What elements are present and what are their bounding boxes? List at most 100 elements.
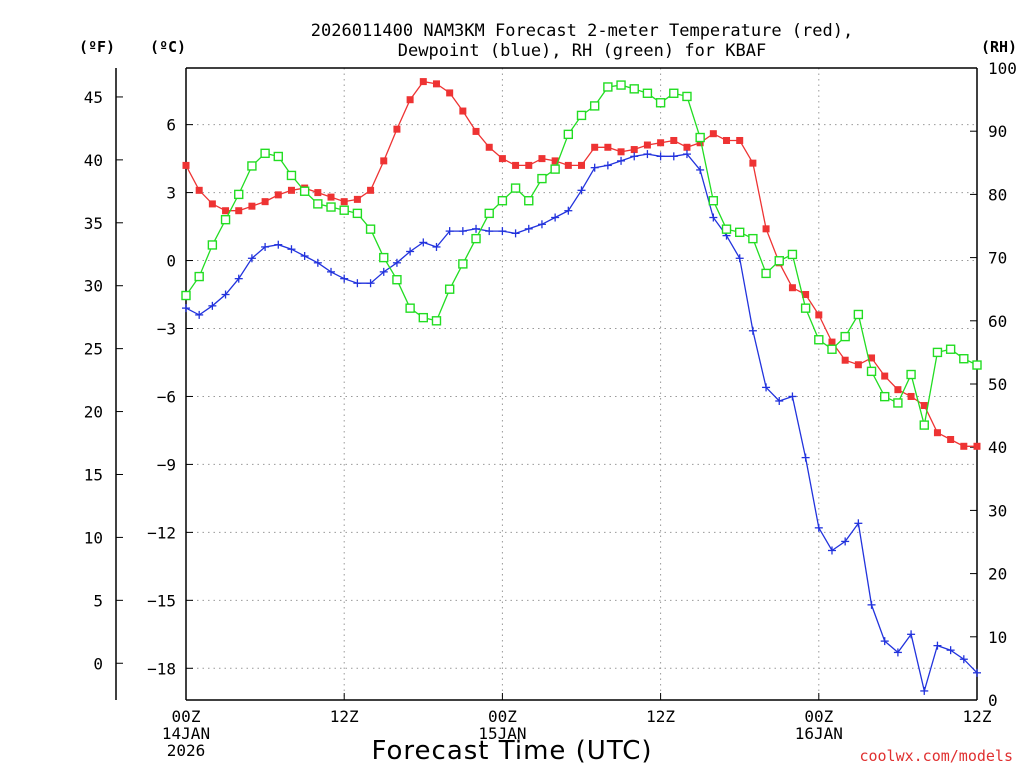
- data-point: [194, 271, 204, 282]
- data-point: [248, 202, 256, 210]
- data-point: [445, 227, 454, 236]
- data-point: [182, 161, 190, 169]
- data-point: [392, 275, 402, 285]
- data-point: [208, 301, 217, 310]
- data-point: [340, 198, 348, 206]
- rh-tick-label: 10: [988, 628, 1007, 647]
- data-point: [788, 392, 797, 401]
- rh-tick-label: 20: [988, 565, 1007, 584]
- celsius-tick-label: −3: [157, 320, 176, 339]
- data-point: [629, 84, 639, 94]
- data-point: [287, 186, 295, 194]
- data-point: [933, 429, 941, 437]
- celsius-tick-label: −18: [147, 659, 176, 678]
- data-point: [630, 146, 638, 154]
- data-point: [512, 161, 520, 169]
- data-point: [352, 208, 363, 219]
- data-point: [683, 143, 691, 151]
- data-point: [657, 139, 665, 147]
- data-point: [497, 196, 508, 206]
- x-tick-label: 16JAN: [795, 724, 843, 743]
- data-point: [367, 186, 375, 194]
- data-point: [326, 202, 336, 212]
- data-point: [840, 331, 850, 342]
- series-open-square: [181, 80, 982, 430]
- data-point: [854, 519, 863, 528]
- data-point: [260, 148, 270, 159]
- data-point: [511, 229, 520, 238]
- data-point: [431, 316, 442, 326]
- series-line: [185, 153, 978, 694]
- data-point: [432, 242, 441, 251]
- data-point: [920, 402, 928, 410]
- data-point: [841, 356, 849, 364]
- x-tick-label: 00Z: [804, 707, 833, 726]
- data-point: [261, 198, 269, 206]
- data-point: [762, 225, 770, 233]
- data-point: [537, 220, 546, 229]
- gridlines: [186, 68, 977, 700]
- data-point: [749, 159, 757, 167]
- data-point: [787, 249, 798, 260]
- data-point: [339, 205, 349, 215]
- data-point: [498, 227, 507, 236]
- data-point: [827, 344, 837, 354]
- data-point: [947, 435, 955, 443]
- data-point: [656, 152, 665, 161]
- credit-link[interactable]: coolwx.com/models: [859, 747, 1013, 765]
- data-point: [907, 630, 916, 639]
- data-point: [405, 303, 415, 313]
- data-point: [775, 396, 784, 405]
- data-point: [221, 290, 230, 299]
- data-point: [353, 279, 362, 288]
- data-point: [866, 366, 877, 377]
- data-point: [365, 224, 376, 234]
- rh-tick-label: 0: [988, 691, 998, 710]
- data-point: [973, 442, 981, 450]
- x-tick-label: 12Z: [330, 707, 359, 726]
- data-point: [327, 267, 336, 276]
- data-point: [222, 207, 230, 215]
- data-point: [589, 101, 600, 111]
- data-point: [458, 227, 467, 236]
- celsius-unit-label: (ºC): [150, 38, 186, 56]
- data-point: [182, 304, 190, 313]
- data-point: [801, 453, 810, 462]
- data-point: [551, 213, 560, 222]
- fahrenheit-tick-label: 30: [84, 277, 103, 296]
- data-point: [235, 207, 243, 215]
- x-tick-label: 12Z: [963, 707, 992, 726]
- data-point: [841, 537, 850, 546]
- data-point: [313, 258, 322, 267]
- fahrenheit-tick-label: 35: [84, 214, 103, 233]
- data-point: [735, 227, 745, 238]
- data-point: [195, 310, 204, 319]
- data-point: [893, 398, 903, 408]
- data-point: [220, 214, 231, 225]
- fahrenheit-tick-label: 20: [84, 403, 103, 422]
- data-point: [353, 195, 361, 203]
- data-point: [682, 91, 692, 102]
- data-point: [761, 268, 771, 279]
- data-point: [907, 392, 915, 400]
- data-point: [669, 152, 678, 161]
- data-point: [458, 259, 468, 269]
- fahrenheit-tick-label: 5: [93, 591, 103, 610]
- tick-labels: 051015202530354045630−3−6−9−12−15−180102…: [84, 59, 1017, 760]
- data-point: [642, 88, 653, 98]
- data-point: [853, 309, 864, 320]
- data-point: [590, 163, 599, 172]
- data-point: [498, 155, 506, 163]
- data-point: [247, 254, 256, 263]
- data-point: [643, 141, 651, 149]
- data-point: [247, 161, 257, 171]
- data-point: [484, 208, 494, 219]
- data-point: [419, 238, 428, 247]
- data-point: [208, 200, 216, 208]
- data-point: [815, 311, 823, 319]
- data-point: [577, 186, 586, 195]
- data-point: [419, 78, 427, 86]
- data-point: [393, 125, 401, 133]
- data-point: [537, 173, 547, 184]
